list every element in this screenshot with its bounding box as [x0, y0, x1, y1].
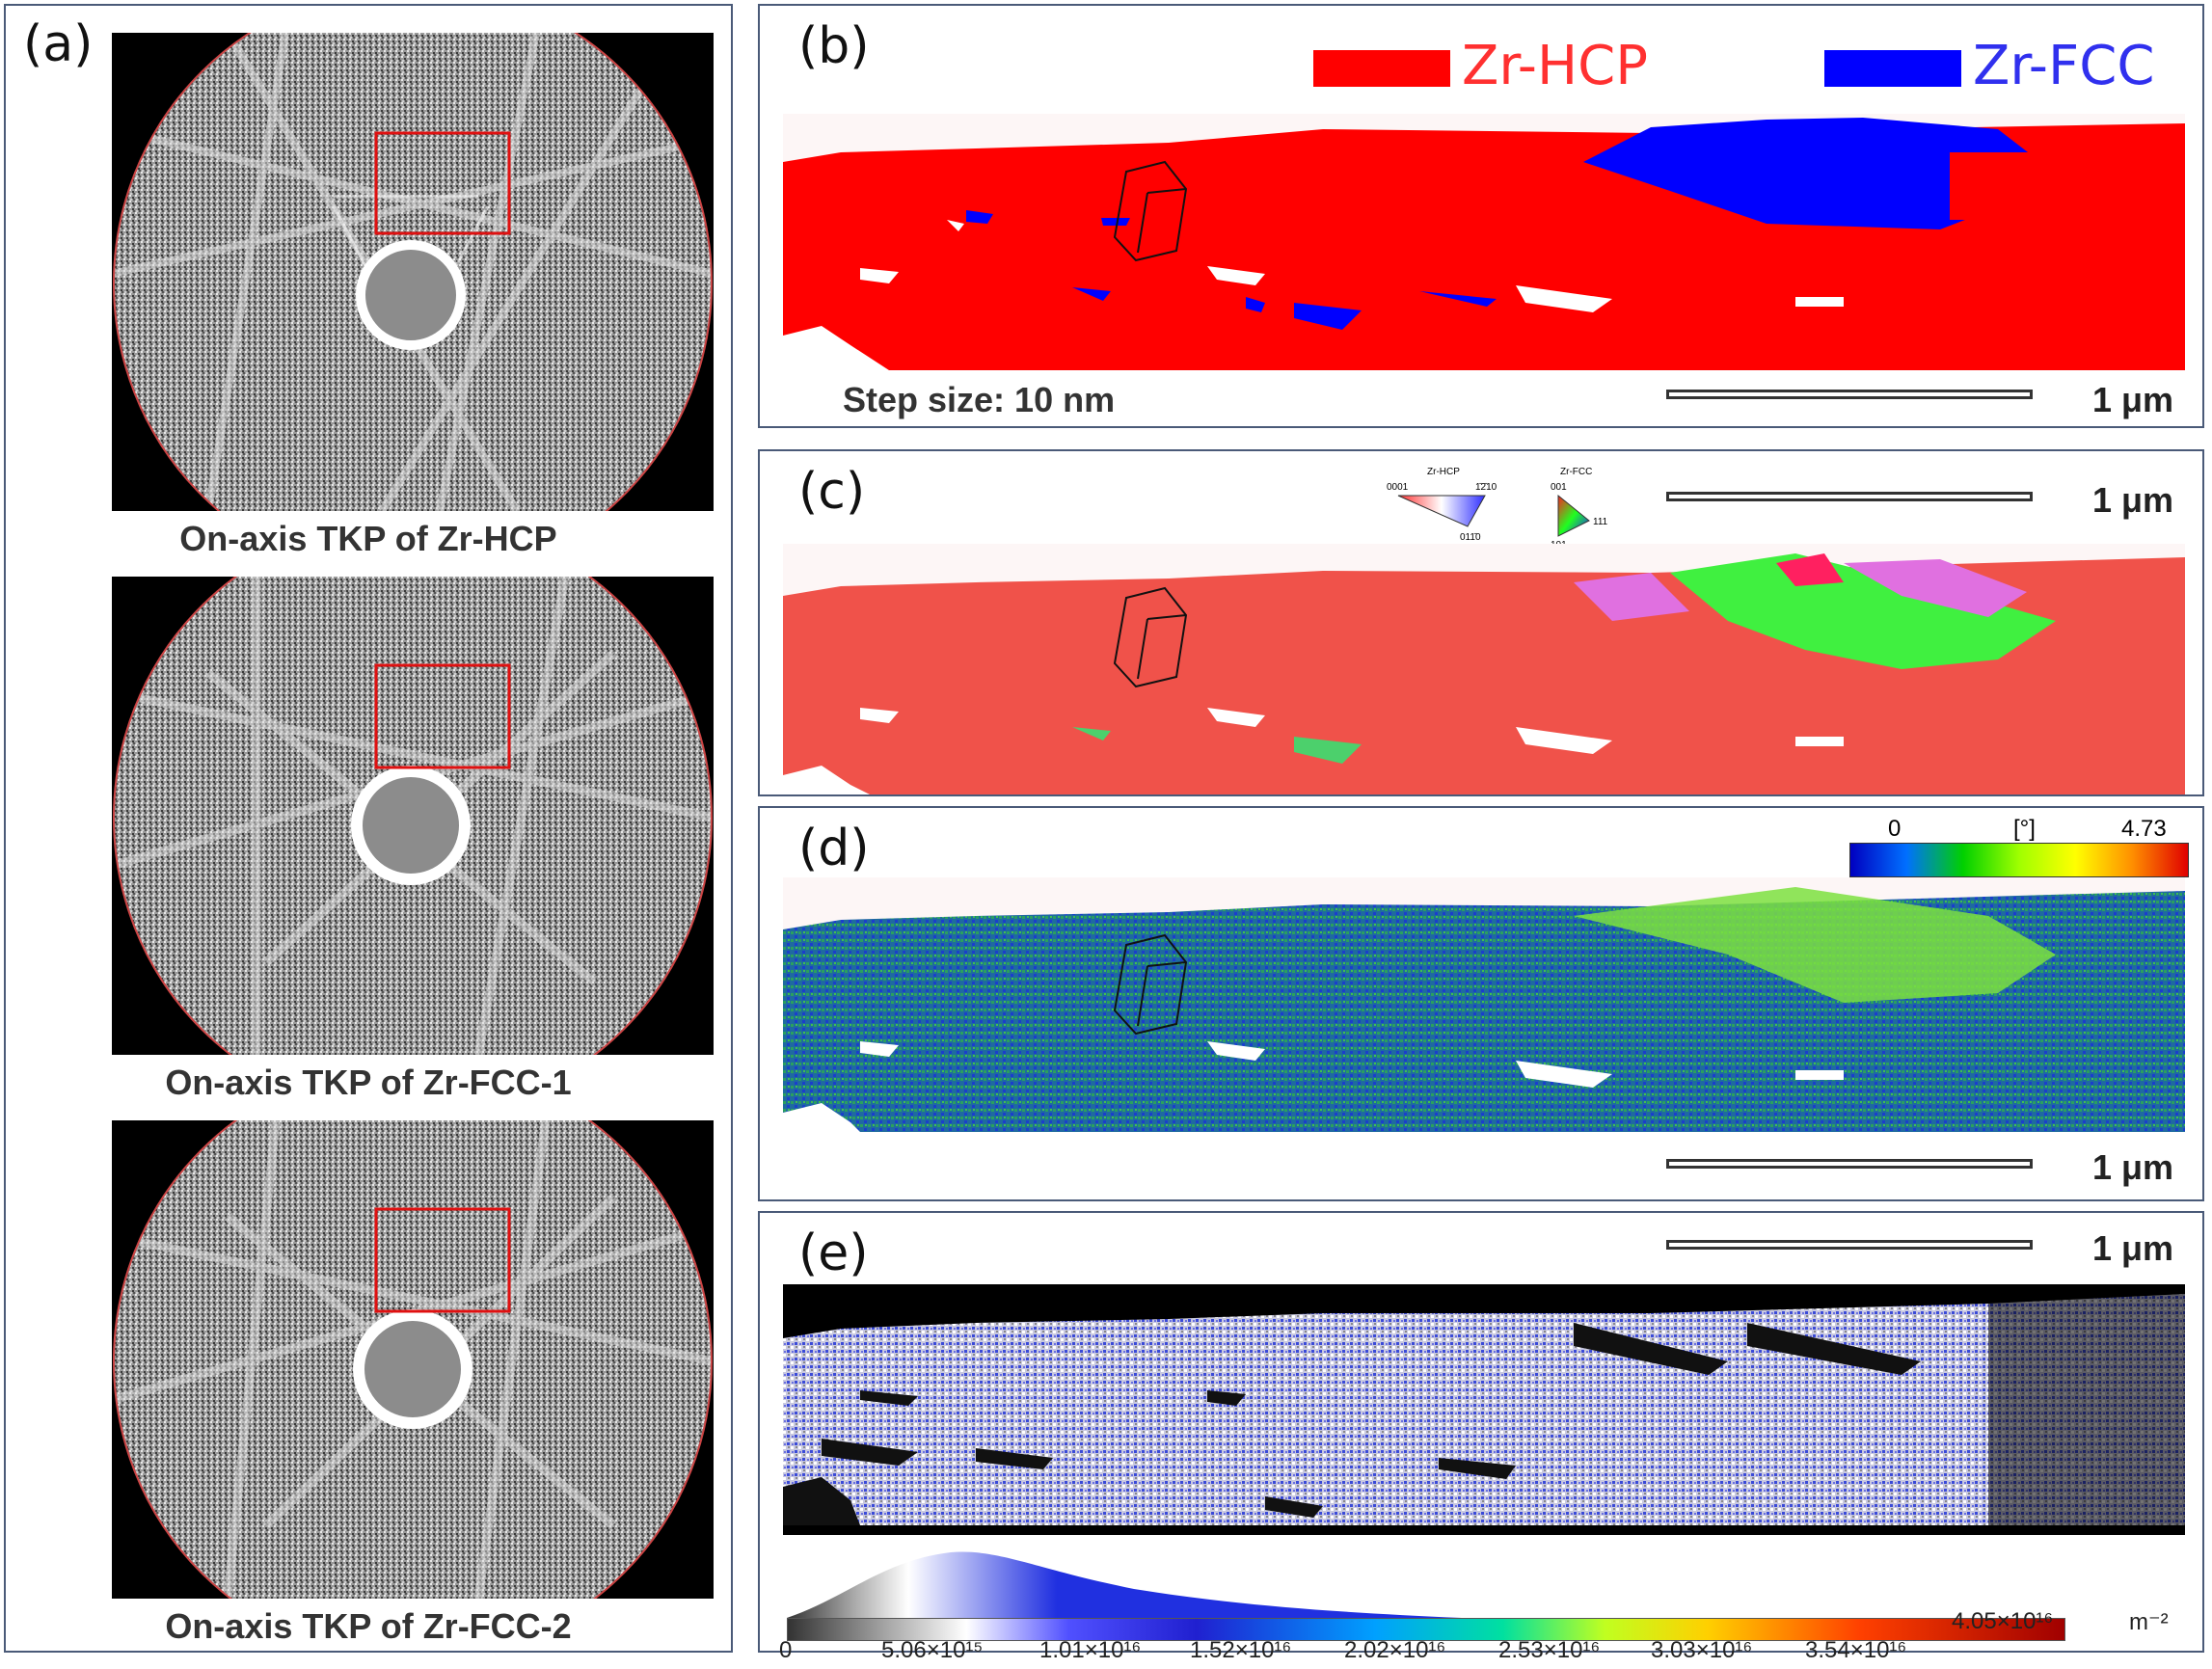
ipf-hcp-c3: 011̄0 [1460, 532, 1481, 542]
gnd-tick-8: 4.05×10¹⁶ [1952, 1608, 2054, 1634]
panel-c-label: (c) [798, 463, 866, 521]
scale-label-e: 1 μm [2092, 1228, 2174, 1268]
ipf-hcp-c1: 0001 [1387, 482, 1409, 493]
tkp-pattern-fcc-1 [112, 577, 714, 1055]
ipf-fcc-c1: 001 [1551, 482, 1567, 493]
gnd-tick-3: 1.52×10¹⁶ [1190, 1637, 1292, 1663]
scale-bar-c [1666, 492, 2033, 501]
tkp-caption-fcc-1: On-axis TKP of Zr-FCC-1 [165, 1063, 572, 1102]
gnd-histogram [787, 1551, 1462, 1618]
panel-c: (c) Zr-HCP 0001 1̄2̄10 011̄0 Zr-FCC 001 … [758, 449, 2204, 796]
ipf-hcp-title: Zr-HCP [1427, 467, 1460, 477]
ipf-key-hcp: Zr-HCP 0001 1̄2̄10 011̄0 [1387, 467, 1497, 542]
tkp-caption-hcp: On-axis TKP of Zr-HCP [179, 519, 557, 558]
kam-colorbar-max: 4.73 [2121, 816, 2167, 842]
legend-fcc-swatch [1824, 50, 1961, 87]
gnd-map [783, 1284, 2185, 1535]
scale-bar-d [1666, 1159, 2033, 1169]
kam-colorbar-unit: [°] [2013, 816, 2036, 842]
legend-hcp-label: Zr-HCP [1462, 35, 1648, 97]
legend-hcp-swatch [1313, 50, 1450, 87]
gnd-tick-0: 0 [779, 1637, 793, 1663]
scale-label-d: 1 μm [2092, 1147, 2174, 1187]
panel-d-label: (d) [798, 820, 870, 877]
scale-bar-e [1666, 1240, 2033, 1250]
tkp-pattern-hcp [112, 33, 714, 511]
kam-colorbar [1849, 843, 2189, 877]
gnd-tick-2: 1.01×10¹⁶ [1039, 1637, 1142, 1663]
gnd-tick-4: 2.02×10¹⁶ [1344, 1637, 1446, 1663]
phase-map [783, 114, 2185, 370]
kam-map [783, 877, 2185, 1132]
ipf-fcc-title: Zr-FCC [1560, 467, 1592, 477]
panel-b-label: (b) [798, 17, 870, 75]
tkp-caption-fcc-2: On-axis TKP of Zr-FCC-2 [165, 1606, 572, 1646]
panel-a: (a) [4, 4, 733, 1653]
ipf-hcp-c2: 1̄2̄10 [1475, 482, 1497, 493]
panel-d: (d) 0 [°] 4.73 1 μm [758, 806, 2204, 1201]
gnd-tick-5: 2.53×10¹⁶ [1498, 1637, 1601, 1663]
panel-a-label: (a) [23, 15, 94, 73]
panel-e: (e) 1 μm [758, 1211, 2204, 1663]
panel-b: (b) Zr-HCP Zr-FCC Step size: 10 nm 1 μm [758, 4, 2204, 428]
gnd-unit: m⁻² [2129, 1609, 2169, 1635]
legend-fcc-label: Zr-FCC [1973, 35, 2155, 97]
scale-label-c: 1 μm [2092, 480, 2174, 520]
tkp-pattern-fcc-2 [112, 1120, 714, 1599]
step-size-label: Step size: 10 nm [843, 380, 1116, 419]
gnd-tick-1: 5.06×10¹⁵ [881, 1637, 984, 1663]
kam-colorbar-min: 0 [1888, 816, 1902, 842]
gnd-colorbar [787, 1618, 2065, 1641]
ipf-fcc-c2: 111 [1593, 517, 1608, 527]
panel-e-label: (e) [798, 1225, 869, 1282]
ipf-map [783, 544, 2185, 794]
scale-label-b: 1 μm [2092, 380, 2174, 419]
scale-bar-b [1666, 390, 2033, 399]
gnd-tick-6: 3.03×10¹⁶ [1651, 1637, 1753, 1663]
gnd-tick-7: 3.54×10¹⁶ [1805, 1637, 1907, 1663]
